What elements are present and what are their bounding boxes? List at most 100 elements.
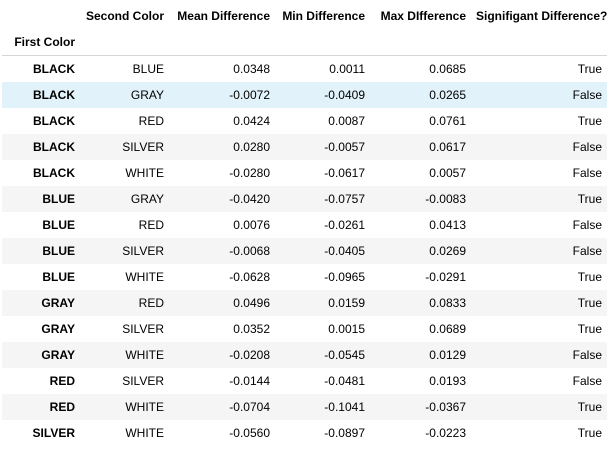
table-row: BLUE WHITE -0.0628 -0.0965 -0.0291 True [2, 264, 607, 290]
table-row: BLACK BLUE 0.0348 0.0011 0.0685 True [2, 56, 607, 82]
table-row: BLACK WHITE -0.0280 -0.0617 0.0057 False [2, 160, 607, 186]
max-difference-cell: 0.0833 [429, 295, 466, 310]
significant-difference-cell: False [572, 243, 602, 258]
second-color-cell: RED [138, 295, 164, 310]
significant-difference-cell: True [577, 61, 602, 76]
mean-difference-cell: -0.0560 [229, 425, 270, 440]
table-row: BLUE RED 0.0076 -0.0261 0.0413 False [2, 212, 607, 238]
table-row: BLUE SILVER -0.0068 -0.0405 0.0269 False [2, 237, 607, 264]
results-table: Second Color Mean Difference Min Differe… [2, 3, 607, 446]
second-color-cell: RED [138, 217, 164, 232]
table-row: BLACK RED 0.0424 0.0087 0.0761 True [2, 108, 607, 134]
max-difference-cell: 0.0413 [429, 217, 466, 232]
table-row: GRAY RED 0.0496 0.0159 0.0833 True [2, 289, 607, 316]
max-difference-cell: 0.0129 [429, 347, 466, 362]
mean-difference-cell: -0.0420 [229, 191, 270, 206]
min-difference-cell: -0.1041 [324, 399, 365, 414]
min-difference-cell: -0.0965 [324, 269, 365, 284]
column-header-row: Second Color Mean Difference Min Differe… [2, 3, 607, 29]
mean-difference-cell: 0.0280 [233, 139, 270, 154]
empty-header-cell [80, 29, 169, 56]
column-header-max-difference: Max DIfference [380, 9, 466, 23]
significant-difference-cell: False [572, 165, 602, 180]
column-header-second-color: Second Color [85, 9, 164, 23]
min-difference-cell: -0.0897 [324, 425, 365, 440]
second-color-cell: SILVER [122, 243, 164, 258]
index-name-header: First Color [14, 35, 75, 49]
second-color-cell: WHITE [125, 269, 164, 284]
significant-difference-cell: True [577, 269, 602, 284]
second-color-cell: SILVER [122, 373, 164, 388]
column-header-significant-difference: Signifigant Difference? [476, 9, 607, 23]
min-difference-cell: -0.0617 [324, 165, 365, 180]
mean-difference-cell: 0.0424 [233, 113, 270, 128]
first-color-cell: BLACK [33, 87, 75, 102]
table-header: Second Color Mean Difference Min Differe… [2, 3, 607, 56]
table-row: BLACK GRAY -0.0072 -0.0409 0.0265 False [2, 81, 607, 108]
min-difference-cell: 0.0015 [328, 321, 365, 336]
min-difference-cell: 0.0087 [328, 113, 365, 128]
min-difference-cell: 0.0011 [329, 61, 365, 76]
significant-difference-cell: False [572, 87, 602, 102]
significant-difference-cell: False [572, 373, 602, 388]
max-difference-cell: -0.0223 [425, 425, 466, 440]
mean-difference-cell: 0.0496 [233, 295, 270, 310]
mean-difference-cell: 0.0352 [233, 321, 270, 336]
first-color-cell: RED [49, 373, 75, 388]
second-color-cell: WHITE [125, 399, 164, 414]
mean-difference-cell: 0.0076 [233, 217, 270, 232]
table-row: GRAY SILVER 0.0352 0.0015 0.0689 True [2, 316, 607, 342]
empty-header-cell [275, 29, 370, 56]
table-row: RED WHITE -0.0704 -0.1041 -0.0367 True [2, 393, 607, 420]
significant-difference-cell: False [572, 217, 602, 232]
max-difference-cell: 0.0269 [429, 243, 466, 258]
table-row: BLACK SILVER 0.0280 -0.0057 0.0617 False [2, 133, 607, 160]
column-header-mean-difference: Mean Difference [177, 9, 270, 23]
mean-difference-cell: -0.0704 [229, 399, 270, 414]
table-row: BLUE GRAY -0.0420 -0.0757 -0.0083 True [2, 185, 607, 212]
max-difference-cell: -0.0291 [425, 269, 466, 284]
second-color-cell: WHITE [125, 425, 164, 440]
index-header-row: First Color [2, 29, 607, 56]
mean-difference-cell: -0.0628 [229, 269, 270, 284]
mean-difference-cell: -0.0280 [229, 165, 270, 180]
second-color-cell: GRAY [130, 87, 164, 102]
max-difference-cell: 0.0689 [429, 321, 466, 336]
first-color-cell: BLUE [42, 217, 75, 232]
table-row: RED SILVER -0.0144 -0.0481 0.0193 False [2, 368, 607, 394]
significant-difference-cell: False [572, 139, 602, 154]
second-color-cell: GRAY [130, 191, 164, 206]
first-color-cell: RED [49, 399, 75, 414]
first-color-cell: BLUE [42, 243, 75, 258]
mean-difference-cell: -0.0072 [229, 87, 270, 102]
significant-difference-cell: True [577, 425, 602, 440]
mean-difference-cell: -0.0144 [229, 373, 270, 388]
table-body: BLACK BLUE 0.0348 0.0011 0.0685 True BLACK GRAY… [2, 56, 607, 446]
min-difference-cell: -0.0757 [324, 191, 365, 206]
first-color-cell: GRAY [41, 321, 75, 336]
first-color-cell: SILVER [32, 425, 75, 440]
mean-difference-cell: -0.0208 [229, 347, 270, 362]
first-color-cell: BLUE [42, 191, 75, 206]
significant-difference-cell: True [577, 113, 602, 128]
min-difference-cell: 0.0159 [328, 295, 365, 310]
max-difference-cell: 0.0617 [429, 139, 466, 154]
second-color-cell: RED [138, 113, 164, 128]
first-color-cell: BLUE [42, 269, 75, 284]
min-difference-cell: -0.0405 [324, 243, 365, 258]
corner-cell [2, 3, 80, 29]
column-header-min-difference: Min Difference [282, 9, 365, 23]
first-color-cell: BLACK [33, 61, 75, 76]
significant-difference-cell: False [572, 347, 602, 362]
second-color-cell: SILVER [122, 139, 164, 154]
max-difference-cell: -0.0367 [425, 399, 466, 414]
table-row: GRAY WHITE -0.0208 -0.0545 0.0129 False [2, 341, 607, 368]
max-difference-cell: 0.0265 [429, 87, 466, 102]
significant-difference-cell: True [577, 321, 602, 336]
min-difference-cell: -0.0409 [324, 87, 365, 102]
significant-difference-cell: True [577, 295, 602, 310]
max-difference-cell: 0.0193 [429, 373, 466, 388]
max-difference-cell: 0.0685 [429, 61, 466, 76]
min-difference-cell: -0.0545 [324, 347, 365, 362]
max-difference-cell: 0.0057 [429, 165, 466, 180]
